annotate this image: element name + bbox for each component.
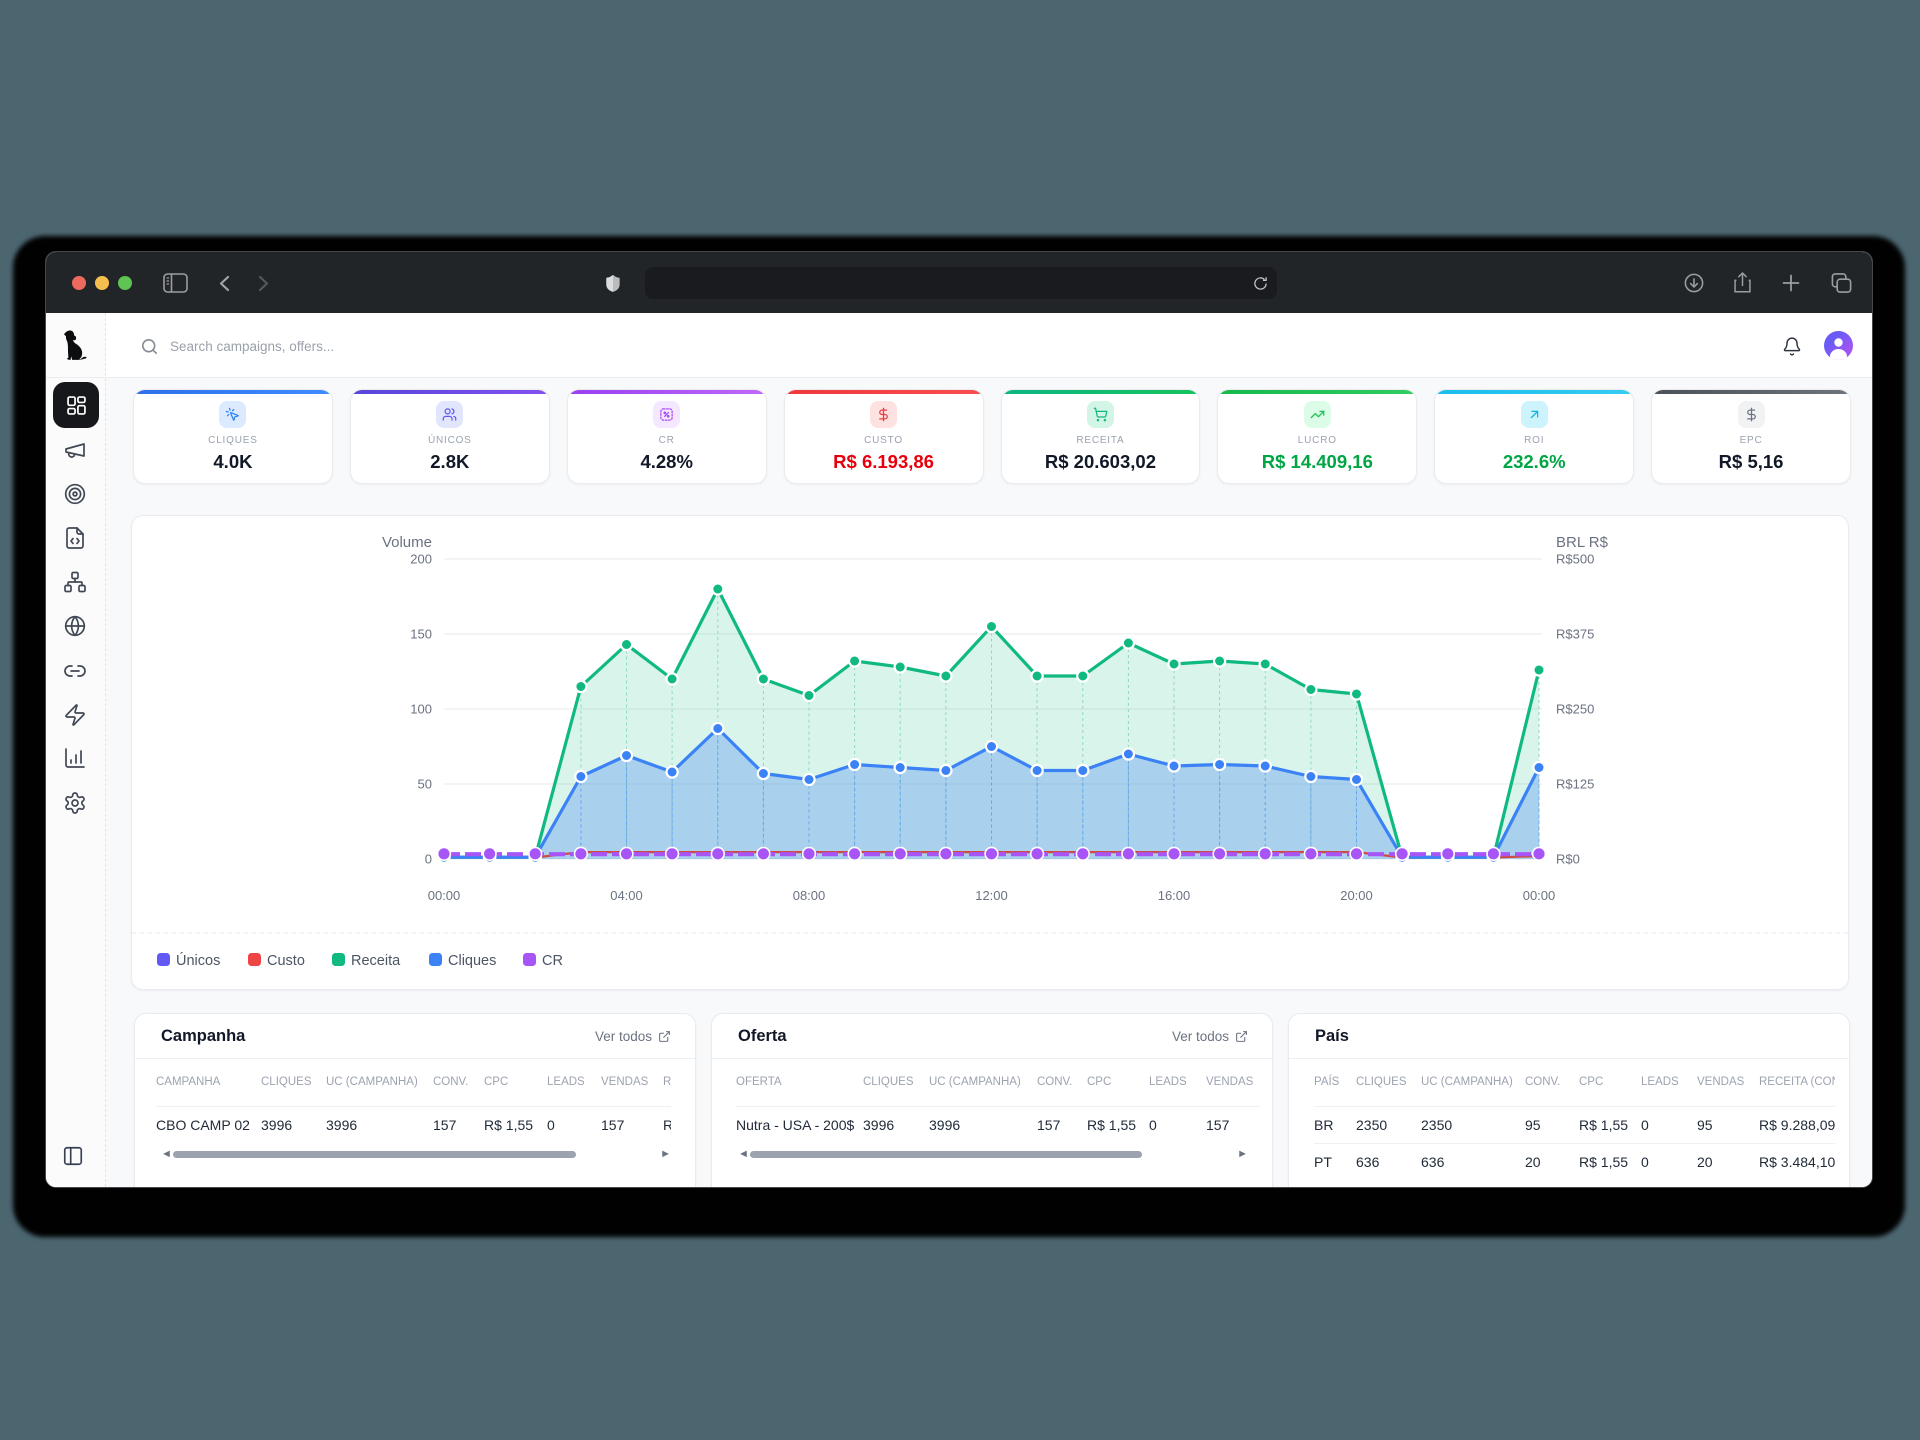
svg-text:Custo: Custo [267,953,305,969]
svg-text:Cliques: Cliques [448,953,496,969]
svg-text:R$500: R$500 [1556,552,1594,567]
svg-text:00:00: 00:00 [1523,888,1556,903]
svg-text:08:00: 08:00 [793,888,826,903]
svg-text:12:00: 12:00 [975,888,1008,903]
svg-text:R$0: R$0 [1556,852,1580,867]
svg-text:BRL R$: BRL R$ [1556,534,1609,551]
svg-text:200: 200 [410,552,432,567]
svg-text:Receita: Receita [351,953,401,969]
svg-text:00:00: 00:00 [428,888,461,903]
svg-text:Únicos: Únicos [176,952,220,969]
svg-text:0: 0 [425,852,432,867]
svg-text:100: 100 [410,702,432,717]
svg-text:20:00: 20:00 [1340,888,1373,903]
svg-text:50: 50 [418,777,432,792]
svg-text:R$250: R$250 [1556,702,1594,717]
svg-text:R$375: R$375 [1556,627,1594,642]
svg-text:150: 150 [410,627,432,642]
svg-text:Volume: Volume [382,534,432,551]
svg-text:16:00: 16:00 [1158,888,1191,903]
svg-text:R$125: R$125 [1556,777,1594,792]
svg-text:CR: CR [542,953,563,969]
svg-text:04:00: 04:00 [610,888,643,903]
